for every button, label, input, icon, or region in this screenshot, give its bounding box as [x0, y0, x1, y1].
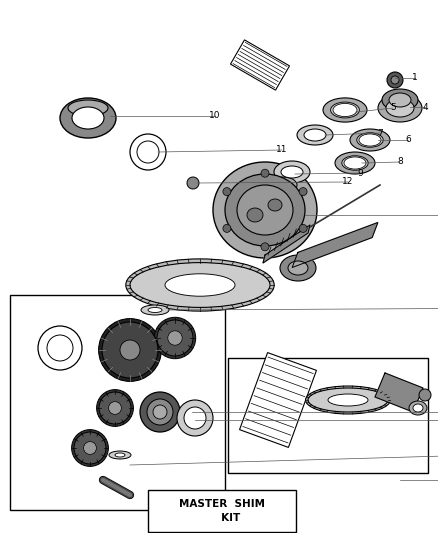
- Text: MASTER  SHIM
     KIT: MASTER SHIM KIT: [179, 499, 265, 522]
- Ellipse shape: [333, 103, 357, 117]
- Text: 7: 7: [377, 128, 383, 138]
- Polygon shape: [292, 222, 378, 268]
- Ellipse shape: [350, 129, 390, 151]
- Ellipse shape: [274, 161, 310, 183]
- Bar: [148, 490, 296, 532]
- Text: 12: 12: [343, 177, 354, 187]
- Circle shape: [74, 432, 106, 464]
- Ellipse shape: [72, 107, 104, 129]
- Ellipse shape: [130, 134, 166, 170]
- Polygon shape: [375, 373, 423, 412]
- Circle shape: [109, 401, 121, 414]
- Circle shape: [102, 322, 158, 378]
- Ellipse shape: [357, 133, 383, 147]
- Ellipse shape: [68, 100, 108, 116]
- Circle shape: [223, 188, 231, 196]
- Ellipse shape: [344, 157, 366, 169]
- Ellipse shape: [60, 98, 116, 138]
- Polygon shape: [263, 225, 310, 263]
- Circle shape: [168, 331, 182, 345]
- Bar: [10, 295, 225, 510]
- Circle shape: [99, 319, 161, 381]
- Circle shape: [157, 320, 193, 356]
- Circle shape: [84, 442, 96, 455]
- Circle shape: [391, 76, 399, 84]
- Text: 11: 11: [276, 146, 288, 155]
- Ellipse shape: [297, 125, 333, 145]
- Ellipse shape: [137, 141, 159, 163]
- Circle shape: [140, 392, 180, 432]
- Ellipse shape: [386, 99, 414, 117]
- Circle shape: [299, 188, 307, 196]
- Circle shape: [120, 340, 140, 360]
- Bar: [228, 358, 428, 473]
- Circle shape: [97, 390, 134, 426]
- Ellipse shape: [378, 94, 422, 122]
- Ellipse shape: [328, 394, 368, 406]
- Ellipse shape: [342, 156, 368, 170]
- Ellipse shape: [109, 451, 131, 459]
- Bar: [230, 40, 290, 90]
- Ellipse shape: [331, 102, 360, 118]
- Ellipse shape: [389, 93, 411, 107]
- Circle shape: [153, 405, 167, 419]
- Text: 5: 5: [390, 103, 396, 112]
- Ellipse shape: [304, 129, 326, 141]
- Circle shape: [71, 430, 108, 466]
- Ellipse shape: [269, 177, 297, 193]
- Ellipse shape: [323, 98, 367, 122]
- Circle shape: [147, 399, 173, 425]
- Ellipse shape: [184, 407, 206, 429]
- Ellipse shape: [281, 166, 303, 178]
- Ellipse shape: [130, 263, 270, 308]
- Circle shape: [387, 72, 403, 88]
- Ellipse shape: [280, 255, 316, 281]
- Ellipse shape: [213, 162, 317, 258]
- Text: 6: 6: [405, 135, 411, 144]
- Ellipse shape: [247, 208, 263, 222]
- Ellipse shape: [359, 134, 381, 146]
- Ellipse shape: [409, 401, 427, 415]
- Ellipse shape: [177, 400, 213, 436]
- Text: 10: 10: [209, 111, 221, 120]
- Text: 8: 8: [397, 157, 403, 166]
- Ellipse shape: [268, 199, 282, 211]
- Ellipse shape: [382, 89, 418, 111]
- Ellipse shape: [413, 404, 423, 412]
- Ellipse shape: [288, 261, 308, 275]
- Text: 1: 1: [412, 74, 418, 83]
- Ellipse shape: [225, 174, 305, 246]
- Circle shape: [261, 169, 269, 177]
- Ellipse shape: [47, 335, 73, 361]
- Ellipse shape: [335, 152, 375, 174]
- Circle shape: [99, 392, 131, 424]
- Bar: [240, 353, 316, 447]
- Circle shape: [299, 224, 307, 232]
- Text: 9: 9: [357, 168, 363, 177]
- Circle shape: [187, 177, 199, 189]
- Ellipse shape: [115, 453, 125, 457]
- Ellipse shape: [306, 386, 390, 414]
- Ellipse shape: [126, 259, 274, 311]
- Ellipse shape: [38, 326, 82, 370]
- Ellipse shape: [148, 308, 162, 312]
- Ellipse shape: [308, 388, 388, 412]
- Circle shape: [154, 317, 196, 359]
- Circle shape: [261, 243, 269, 251]
- Ellipse shape: [237, 185, 293, 235]
- Circle shape: [223, 224, 231, 232]
- Ellipse shape: [165, 274, 235, 296]
- Ellipse shape: [141, 305, 169, 315]
- Text: 4: 4: [422, 102, 428, 111]
- Circle shape: [419, 389, 431, 401]
